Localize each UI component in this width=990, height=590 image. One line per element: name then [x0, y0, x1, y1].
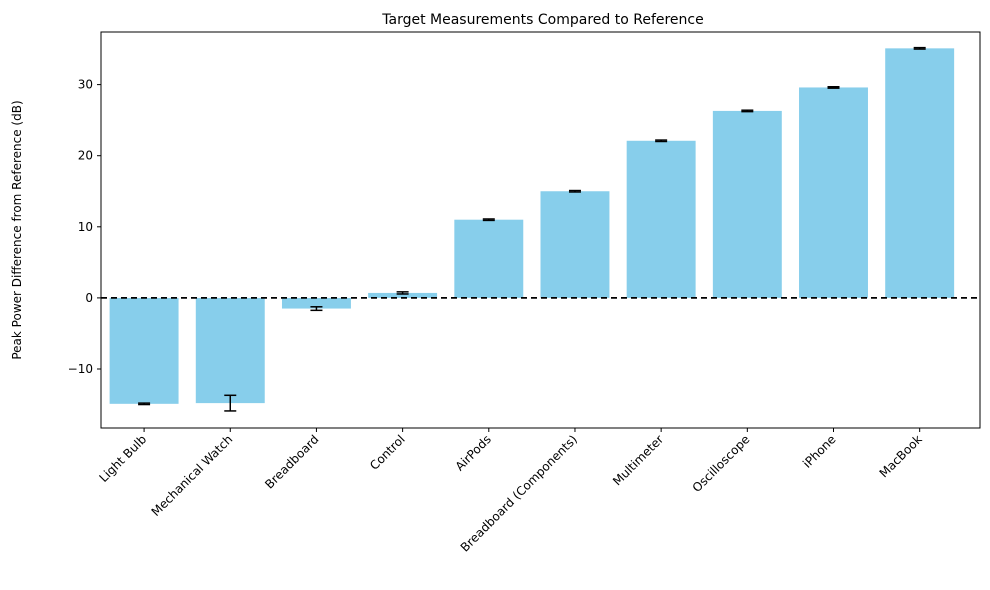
x-tick-label-9: MacBook: [877, 432, 925, 480]
bar-1: [195, 297, 265, 404]
x-tick-label-3: Control: [367, 432, 408, 473]
bar-8: [799, 87, 868, 298]
x-tick-label-2: Breadboard: [262, 432, 321, 491]
x-axis-ticks: Light Bulb Mechanical Watch Breadboard Cont…: [96, 428, 925, 555]
bar-5: [540, 191, 610, 298]
bar-7: [712, 110, 782, 298]
bar-3: [368, 292, 438, 298]
chart-title: Target Measurements Compared to Referenc…: [381, 12, 703, 28]
bar-2: [281, 297, 351, 309]
error-bars-group: [138, 46, 926, 412]
y-tick-label-0: −10: [68, 362, 93, 376]
bars-group: [109, 48, 955, 404]
bar-9: [885, 48, 955, 298]
x-tick-label-6: Multimeter: [610, 432, 666, 488]
x-tick-label-4: AirPods: [453, 432, 494, 473]
x-tick-label-7: Oscilloscope: [690, 432, 753, 495]
x-tick-label-8: iPhone: [800, 432, 839, 471]
bar-4: [454, 219, 524, 298]
y-axis-label: Peak Power Difference from Reference (dB…: [10, 100, 24, 359]
bar-6: [626, 140, 696, 298]
y-axis-ticks: −10 0 10 20 30: [68, 78, 101, 376]
x-tick-label-1: Mechanical Watch: [149, 432, 236, 519]
bar-0: [109, 297, 179, 404]
y-tick-label-2: 10: [78, 220, 93, 234]
y-tick-label-4: 30: [78, 78, 93, 92]
y-tick-label-3: 20: [78, 149, 93, 163]
x-tick-label-0: Light Bulb: [96, 432, 149, 485]
y-tick-label-1: 0: [85, 291, 93, 305]
plot-frame: [100, 31, 981, 429]
